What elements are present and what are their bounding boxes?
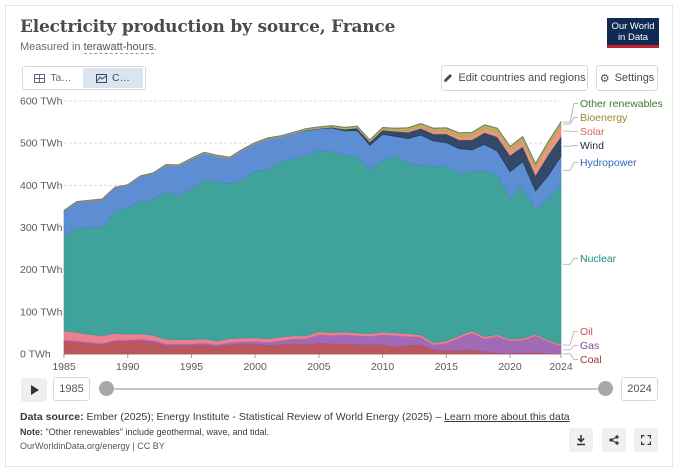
x-tick-label: 2010 [371, 361, 395, 373]
y-tick-label: 300 TWh [20, 222, 63, 234]
legend-connector-nuclear [563, 258, 578, 265]
chart-title: Electricity production by source, France [20, 17, 396, 37]
fullscreen-icon [641, 435, 651, 445]
legend-connector-gas [563, 345, 578, 351]
legend-label-wind: Wind [580, 140, 604, 152]
legend-label-coal: Coal [580, 354, 602, 366]
legend-label-gas: Gas [580, 340, 599, 352]
start-year-handle[interactable] [99, 381, 114, 396]
chart-frame [5, 5, 673, 467]
legend-connector-hydropower [563, 162, 578, 171]
legend-label-solar: Solar [580, 126, 605, 138]
legend-connector-oil [563, 331, 578, 346]
owid-logo[interactable]: Our World in Data [607, 18, 659, 48]
gear-icon: ⚙ [599, 72, 610, 85]
x-tick-label: 2020 [498, 361, 522, 373]
share-icon [609, 435, 619, 445]
note-text: "Other renewables" include geothermal, w… [45, 427, 270, 437]
legend-label-oil: Oil [580, 326, 593, 338]
edit-countries-label: Edit countries and regions [458, 72, 586, 84]
x-tick-label: 1995 [180, 361, 204, 373]
y-tick-label: 100 TWh [20, 306, 63, 318]
settings-button[interactable]: ⚙ Settings [596, 65, 658, 91]
tab-chart[interactable]: C… [83, 68, 143, 88]
tab-table[interactable]: Ta… [25, 68, 81, 88]
edit-countries-button[interactable]: Edit countries and regions [441, 65, 588, 91]
end-year-box[interactable]: 2024 [621, 377, 658, 401]
source-text: Ember (2025); Energy Institute - Statist… [86, 411, 442, 423]
chart-icon [95, 73, 107, 83]
legend-label-nuclear: Nuclear [580, 253, 617, 265]
y-tick-label: 200 TWh [20, 264, 63, 276]
subtitle-suffix: . [153, 41, 157, 53]
legend-connector-other-renewables [563, 103, 578, 123]
learn-more-link[interactable]: Learn more about this data [444, 411, 570, 423]
y-tick-label: 0 TWh [20, 349, 51, 361]
chart-note: Note: "Other renewables" include geother… [20, 427, 269, 437]
legend-label-other-renewables: Other renewables [580, 98, 663, 110]
owid-url[interactable]: OurWorldinData.org/energy | CC BY [20, 441, 165, 451]
legend-label-hydropower: Hydropower [580, 157, 637, 169]
y-tick-label: 600 TWh [20, 96, 63, 108]
x-tick-label: 1990 [116, 361, 140, 373]
data-source: Data source: Ember (2025); Energy Instit… [20, 411, 570, 423]
end-year-handle[interactable] [598, 381, 613, 396]
x-tick-label: 1985 [52, 361, 76, 373]
fullscreen-button[interactable] [634, 428, 658, 452]
view-tabs: Ta… C… [22, 66, 146, 90]
subtitle-prefix: Measured in [20, 41, 84, 53]
share-button[interactable] [602, 428, 626, 452]
tab-chart-label: C… [111, 72, 131, 84]
start-year-box[interactable]: 1985 [53, 377, 90, 401]
download-icon [577, 434, 585, 445]
x-tick-label: 2005 [307, 361, 331, 373]
source-label: Data source: [20, 411, 84, 423]
legend-connector-bioenergy [563, 117, 578, 125]
logo-line-2: in Data [617, 32, 649, 43]
legend-connector-coal [563, 353, 578, 360]
legend-label-bioenergy: Bioenergy [580, 112, 628, 124]
note-label: Note: [20, 427, 43, 437]
legend-connector-wind [563, 145, 578, 147]
stack-top-line [63, 121, 562, 211]
y-tick-label: 500 TWh [20, 138, 63, 150]
settings-label: Settings [614, 72, 655, 84]
unit-link[interactable]: terawatt-hours [83, 41, 154, 54]
timeline-track[interactable] [106, 388, 606, 390]
pencil-icon [444, 74, 453, 82]
tab-table-label: Ta… [50, 72, 72, 84]
x-tick-label: 2000 [243, 361, 267, 373]
table-icon [34, 73, 46, 83]
x-tick-label: 2024 [549, 361, 573, 373]
download-button[interactable] [569, 428, 593, 452]
play-button[interactable] [21, 378, 47, 402]
y-tick-label: 400 TWh [20, 180, 63, 192]
logo-line-1: Our World [611, 21, 655, 32]
chart-subtitle: Measured in terawatt-hours. [20, 41, 157, 54]
play-icon [30, 385, 39, 395]
x-tick-label: 2015 [435, 361, 459, 373]
